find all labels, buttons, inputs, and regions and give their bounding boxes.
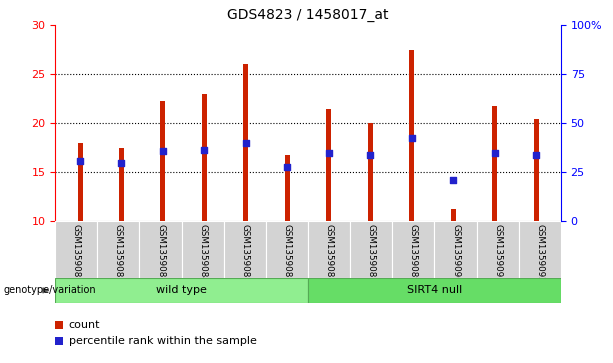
Bar xyxy=(55,321,63,329)
Bar xyxy=(97,221,139,278)
Text: GSM1359088: GSM1359088 xyxy=(367,224,376,283)
Text: GSM1359092: GSM1359092 xyxy=(535,224,544,282)
Title: GDS4823 / 1458017_at: GDS4823 / 1458017_at xyxy=(227,8,389,22)
Bar xyxy=(202,94,207,221)
Bar xyxy=(224,221,266,278)
Bar xyxy=(368,123,373,221)
Bar xyxy=(308,278,561,303)
Text: GSM1359085: GSM1359085 xyxy=(240,224,249,283)
Bar xyxy=(492,106,497,221)
Text: GSM1359089: GSM1359089 xyxy=(409,224,418,282)
Text: SIRT4 null: SIRT4 null xyxy=(407,285,462,295)
Point xyxy=(531,152,541,158)
Bar xyxy=(326,109,331,221)
Bar xyxy=(392,221,435,278)
Text: GSM1359090: GSM1359090 xyxy=(451,224,460,282)
Bar xyxy=(477,221,519,278)
Point xyxy=(241,140,251,146)
Bar xyxy=(409,50,414,221)
Bar xyxy=(78,143,83,221)
Bar xyxy=(266,221,308,278)
Text: count: count xyxy=(69,320,100,330)
Text: wild type: wild type xyxy=(156,285,207,295)
Bar xyxy=(350,221,392,278)
Point xyxy=(490,150,500,156)
Point xyxy=(448,178,458,183)
Point xyxy=(407,135,417,141)
Bar xyxy=(308,221,350,278)
Bar xyxy=(55,221,97,278)
Text: GSM1359087: GSM1359087 xyxy=(325,224,333,283)
Point xyxy=(75,158,85,164)
Text: genotype/variation: genotype/variation xyxy=(3,285,96,295)
Text: GSM1359081: GSM1359081 xyxy=(72,224,81,282)
Bar xyxy=(181,221,224,278)
Point xyxy=(158,148,168,154)
Text: GSM1359091: GSM1359091 xyxy=(493,224,502,282)
Point xyxy=(283,164,292,170)
Bar xyxy=(55,338,63,345)
Point xyxy=(116,160,126,166)
Bar xyxy=(243,64,248,221)
Bar xyxy=(533,118,538,221)
Point xyxy=(199,147,209,153)
Point xyxy=(324,150,333,156)
Bar xyxy=(139,221,181,278)
Bar xyxy=(55,278,308,303)
Text: GSM1359083: GSM1359083 xyxy=(156,224,165,283)
Bar xyxy=(519,221,561,278)
Bar xyxy=(285,155,290,221)
Bar xyxy=(451,209,455,221)
Bar xyxy=(161,101,166,221)
Text: GSM1359086: GSM1359086 xyxy=(283,224,291,282)
Text: percentile rank within the sample: percentile rank within the sample xyxy=(69,336,256,346)
Bar xyxy=(119,148,124,221)
Point xyxy=(365,152,375,158)
Text: GSM1359084: GSM1359084 xyxy=(198,224,207,282)
Bar xyxy=(435,221,477,278)
Text: GSM1359082: GSM1359082 xyxy=(114,224,123,282)
